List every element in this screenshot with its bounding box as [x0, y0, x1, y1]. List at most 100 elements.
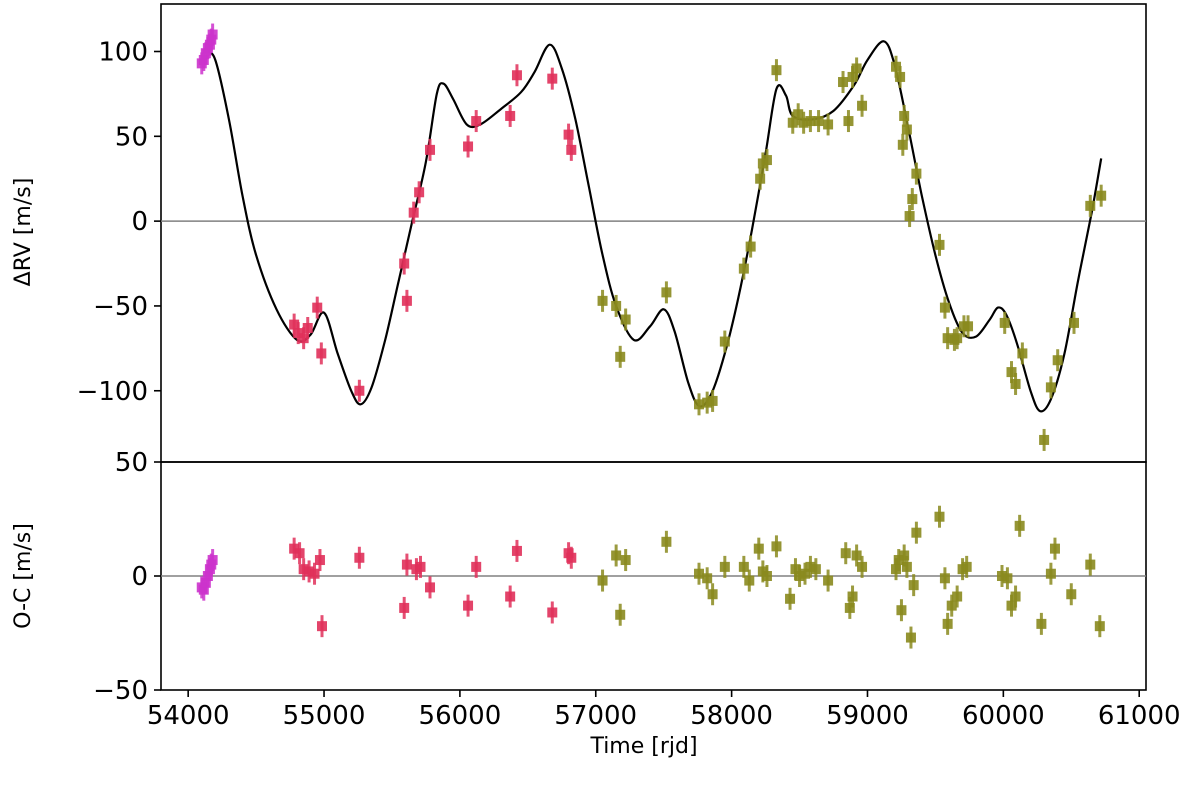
residual-marker [911, 527, 922, 538]
rv-point [843, 110, 854, 133]
rv-marker [907, 194, 918, 205]
rv-point [719, 330, 730, 353]
residual-marker [354, 552, 365, 563]
residual-marker [744, 575, 755, 586]
rv-marker [901, 124, 912, 135]
rv-marker [805, 116, 816, 127]
x-ticks: 54000 55000 56000 57000 58000 59000 60000 61000 [147, 690, 1181, 731]
residual-point [908, 574, 919, 597]
residual-marker [908, 580, 919, 591]
rv-point [761, 149, 772, 172]
rv-point [1068, 311, 1079, 334]
rv-point [1039, 428, 1050, 451]
rv-marker [798, 117, 809, 128]
residual-panel: 50 0 −50 54000 55000 56000 57000 58000 59000 600… [11, 448, 1181, 759]
residual-point [611, 544, 622, 567]
rv-marker [904, 211, 915, 222]
rv-point [793, 103, 804, 126]
rv-marker [823, 119, 834, 130]
residual-point [597, 569, 608, 592]
rv-point [745, 235, 756, 258]
rv-marker [289, 319, 300, 330]
x-axis-label: Time [rjd] [589, 734, 697, 759]
residual-marker [597, 575, 608, 586]
residual-marker [961, 561, 972, 572]
residual-marker [794, 571, 805, 581]
residual-marker [905, 632, 916, 643]
x-tick-label: 58000 [690, 701, 773, 731]
rv-point [963, 315, 974, 338]
rv-point [611, 294, 622, 317]
residual-point [1066, 583, 1077, 606]
rv-marker [939, 302, 950, 313]
residual-marker [615, 609, 626, 620]
rv-marker [312, 302, 323, 313]
rv-marker [1068, 317, 1079, 328]
residual-marker [198, 584, 209, 595]
rv-point [597, 289, 608, 312]
rv-point [939, 296, 950, 319]
rv-point [702, 391, 713, 414]
rv-point [897, 133, 908, 156]
residual-point [794, 565, 805, 587]
residual-point [761, 565, 772, 587]
rv-marker [547, 73, 558, 84]
rv-point [511, 64, 522, 87]
residual-marker [823, 575, 834, 586]
residual-point [471, 555, 482, 578]
residual-point [893, 549, 904, 572]
rv-point [857, 94, 868, 117]
residual-marker [401, 559, 412, 570]
residual-point [719, 555, 730, 578]
x-tick-label: 57000 [554, 701, 637, 731]
rv-point [1010, 372, 1021, 395]
residual-point [316, 615, 327, 638]
rv-point [463, 135, 474, 158]
rv-marker [899, 110, 910, 121]
residual-point [401, 553, 412, 576]
residual-point [425, 576, 436, 599]
residual-point [952, 585, 963, 608]
residual-marker [415, 561, 426, 572]
residual-point [939, 567, 950, 590]
rv-marker [425, 144, 436, 155]
rv-point [293, 322, 304, 345]
rv-point [934, 233, 945, 256]
residual-point [694, 562, 705, 585]
residual-point [901, 555, 912, 578]
residual-marker [840, 548, 851, 559]
residual-marker [946, 600, 957, 611]
rv-point [1085, 194, 1096, 217]
rv-point [694, 393, 705, 416]
residual-point [289, 537, 300, 560]
residual-point [1094, 615, 1105, 638]
rv-point [1045, 376, 1056, 399]
rv-marker [207, 29, 218, 40]
residual-point [785, 587, 796, 610]
residual-point [314, 549, 325, 572]
residual-marker [893, 555, 904, 566]
residual-marker [309, 568, 320, 579]
residual-marker [939, 573, 950, 584]
residual-point [946, 594, 957, 617]
rv-marker [566, 144, 577, 155]
residual-marker [298, 564, 309, 575]
rv-point [566, 138, 577, 161]
rv-point [999, 311, 1010, 334]
residual-marker [896, 605, 907, 616]
rv-marker [963, 321, 974, 332]
rv-marker [999, 317, 1010, 328]
rv-y-axis-label: ΔRV [m/s] [11, 178, 36, 287]
residual-point [823, 569, 834, 592]
rv-y-ticks: 100 50 0 −50 −100 [77, 37, 161, 407]
residual-point [294, 542, 305, 565]
rv-marker [1045, 382, 1056, 393]
residual-marker [511, 545, 522, 556]
rv-marker [1052, 355, 1063, 366]
x-tick-label: 54000 [147, 701, 230, 731]
residual-marker [847, 591, 858, 602]
rv-marker [719, 336, 730, 347]
rv-marker [897, 139, 908, 150]
rv-marker [694, 399, 705, 410]
residual-point [942, 612, 953, 635]
